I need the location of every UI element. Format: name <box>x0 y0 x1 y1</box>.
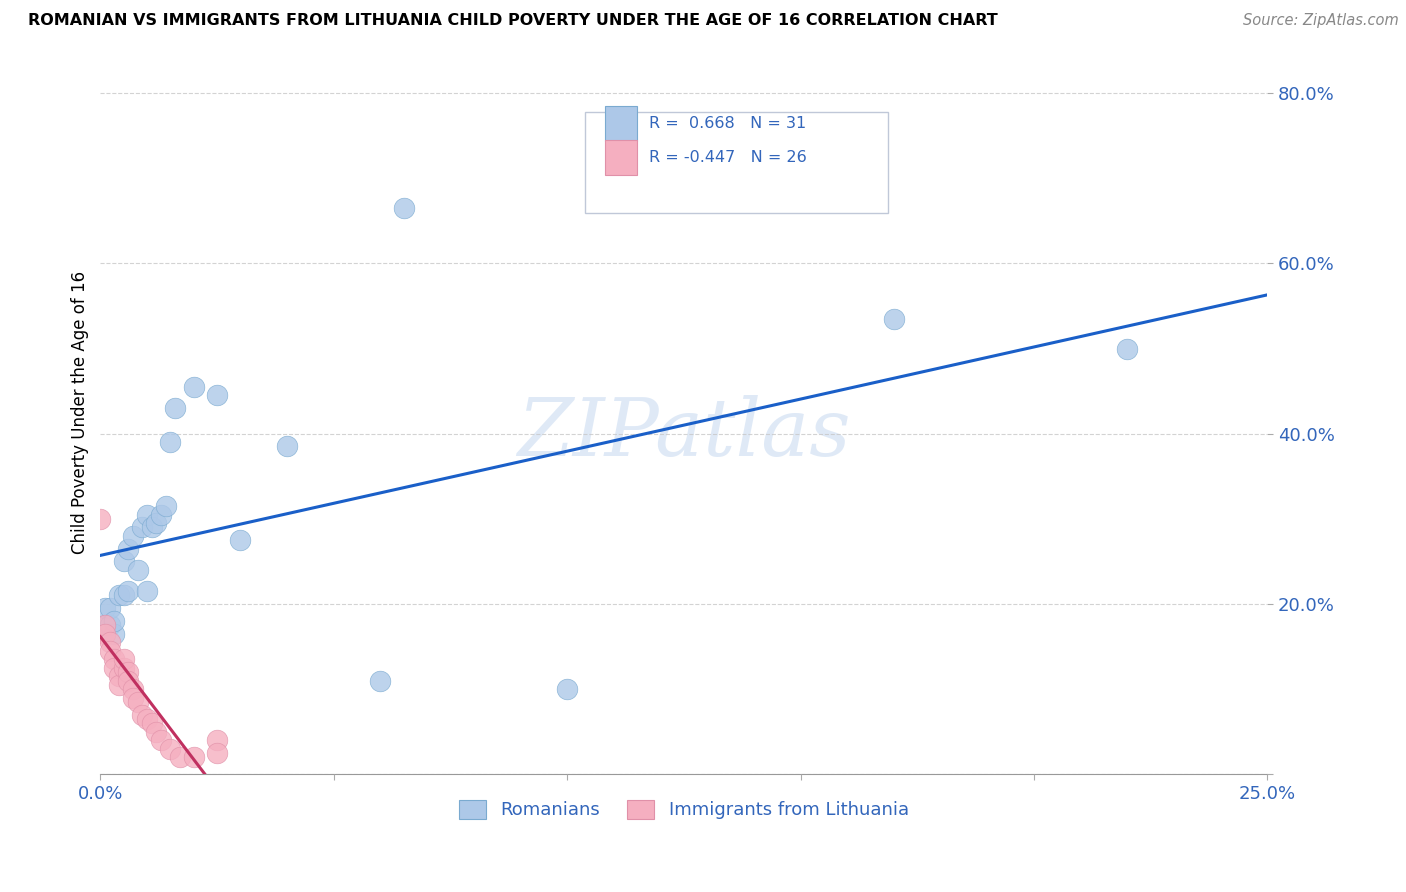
Point <box>183 750 205 764</box>
Point <box>112 588 135 602</box>
Point <box>108 588 131 602</box>
Point <box>98 618 121 632</box>
Point <box>127 563 149 577</box>
Point <box>183 380 205 394</box>
Point <box>555 681 578 696</box>
Point <box>145 516 167 530</box>
Point <box>89 512 111 526</box>
Point <box>141 520 163 534</box>
Point <box>131 707 153 722</box>
Point <box>229 533 252 547</box>
Point <box>370 673 392 688</box>
Text: ZIPatlas: ZIPatlas <box>517 395 851 473</box>
Text: ROMANIAN VS IMMIGRANTS FROM LITHUANIA CHILD POVERTY UNDER THE AGE OF 16 CORRELAT: ROMANIAN VS IMMIGRANTS FROM LITHUANIA CH… <box>28 13 998 29</box>
Point <box>94 618 117 632</box>
Point <box>141 716 163 731</box>
Point <box>131 520 153 534</box>
Point <box>122 690 145 705</box>
Point <box>150 508 173 522</box>
Point <box>127 695 149 709</box>
Point <box>276 440 298 454</box>
Point <box>103 652 125 666</box>
Point <box>205 388 228 402</box>
Point <box>122 529 145 543</box>
Text: R =  0.668   N = 31: R = 0.668 N = 31 <box>650 116 806 131</box>
Point <box>205 733 228 747</box>
Point <box>163 401 186 416</box>
Point <box>169 750 191 764</box>
Point <box>1116 342 1139 356</box>
Point <box>112 661 135 675</box>
Point <box>117 584 139 599</box>
Point <box>159 435 181 450</box>
Text: R = -0.447   N = 26: R = -0.447 N = 26 <box>650 150 807 165</box>
Point <box>108 678 131 692</box>
Point <box>103 626 125 640</box>
Point <box>108 669 131 683</box>
Point <box>117 541 139 556</box>
FancyBboxPatch shape <box>585 112 889 213</box>
Point <box>98 635 121 649</box>
Y-axis label: Child Poverty Under the Age of 16: Child Poverty Under the Age of 16 <box>72 271 89 554</box>
Point <box>112 554 135 568</box>
Point <box>94 601 117 615</box>
Point <box>136 712 159 726</box>
Point <box>136 584 159 599</box>
Point <box>883 311 905 326</box>
Point <box>112 652 135 666</box>
Point <box>145 724 167 739</box>
Point <box>159 741 181 756</box>
Point <box>103 614 125 628</box>
Bar <box>605 140 637 175</box>
Point <box>122 681 145 696</box>
Point <box>205 746 228 760</box>
Point <box>103 661 125 675</box>
Point <box>98 644 121 658</box>
Bar <box>605 106 637 141</box>
Point <box>94 618 117 632</box>
Point <box>136 508 159 522</box>
Point <box>98 601 121 615</box>
Point <box>117 673 139 688</box>
Point <box>155 499 177 513</box>
Point <box>94 626 117 640</box>
Text: Source: ZipAtlas.com: Source: ZipAtlas.com <box>1243 13 1399 29</box>
Point <box>392 201 415 215</box>
Point <box>150 733 173 747</box>
Point <box>117 665 139 679</box>
Legend: Romanians, Immigrants from Lithuania: Romanians, Immigrants from Lithuania <box>451 793 917 827</box>
